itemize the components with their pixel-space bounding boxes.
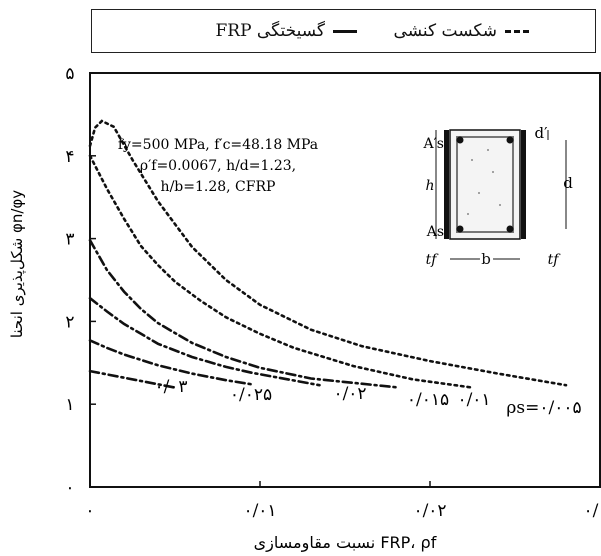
y-tick-label: ۲ — [65, 312, 74, 332]
x-tick-label: ۰ — [85, 501, 94, 521]
params-line-2: ρ′f=0.0067, h/d=1.23, — [140, 158, 296, 174]
series-label-2: ۰/۰۱۵ — [407, 390, 449, 410]
inset-rebar-bottom-left — [456, 225, 464, 233]
x-axis-title: نسبت مقاومسازی FRP، ρf — [254, 533, 437, 553]
y-tick-label: ۱ — [65, 395, 74, 415]
y-tick-label: ۵ — [65, 64, 74, 84]
series-label-4: ۰/۰۲۵ — [230, 385, 272, 405]
inset-label-dprime: d′ — [534, 124, 548, 142]
inset-label-h: h — [425, 178, 434, 194]
legend: گسیختگی FRP شکست کنشی — [91, 9, 596, 53]
series-line-0 — [88, 119, 568, 387]
series-line-3 — [88, 296, 321, 387]
inset-label-top-steel: A′s — [423, 136, 444, 152]
inset-frp-right — [521, 130, 526, 239]
inset-section-outline — [449, 129, 521, 240]
legend-label-tension-failure: شکست کنشی — [393, 21, 497, 41]
inset-stirrup — [456, 136, 514, 233]
series-label-3: ۰/۰۲ — [333, 384, 366, 404]
inset-frp-left — [444, 130, 449, 239]
series-line-4 — [88, 339, 253, 386]
series-line-5 — [88, 369, 177, 389]
y-tick-label: ۴ — [65, 147, 74, 167]
series-line-1 — [88, 154, 474, 389]
y-tick-label: ۳ — [65, 230, 74, 250]
inset-label-tf-right: tf — [548, 252, 562, 268]
section-inset: h A′s As d d′ b tf tf — [423, 124, 574, 271]
params-line-3: h/b=1.28, CFRP — [161, 179, 276, 195]
params-line-1: fy=500 MPa, f′c=48.18 MPa — [118, 137, 318, 153]
series-label-5: ۰/۰۳ — [154, 377, 187, 397]
inset-label-d: d — [563, 174, 573, 192]
series-line-2 — [88, 239, 401, 389]
x-tick-label: ۰/۰۱ — [243, 501, 276, 521]
curves — [88, 119, 568, 389]
curve-labels: ρs=۰/۰۰۵ ۰/۰۱ ۰/۰۱۵ ۰/۰۲ ۰/۰۲۵ ۰/۰۳ — [154, 377, 581, 418]
x-tick-label: ۰/۰۳ — [583, 501, 601, 521]
inset-rebar-top-right — [506, 136, 514, 144]
axes: ۰ ۱ ۲ ۳ ۴ ۵ ۰ ۰/۰۱ ۰/۰۲ ۰/۰۳ — [65, 64, 601, 521]
inset-rebar-top-left — [456, 136, 464, 144]
inset-rebar-bottom-right — [506, 225, 514, 233]
legend-item-tension-failure: شکست کنشی — [394, 21, 529, 41]
series-label-1: ۰/۰۱ — [457, 390, 490, 410]
inset-label-b: b — [481, 250, 491, 268]
plot-frame — [89, 72, 601, 488]
series-label-0: ρs=۰/۰۰۵ — [506, 398, 581, 418]
inset-label-bottom-steel: As — [426, 224, 444, 240]
y-axis-title: شکل‌پذیری انحنا φn/φy — [8, 190, 27, 338]
legend-swatch-dashed — [505, 30, 529, 33]
legend-label-frp-rupture: گسیختگی FRP — [215, 21, 325, 41]
legend-swatch-solid — [333, 30, 357, 33]
x-tick-label: ۰/۰۲ — [413, 501, 446, 521]
y-tick-label: ۰ — [65, 478, 74, 498]
legend-item-frp-rupture: گسیختگی FRP — [215, 21, 357, 41]
inset-label-tf-left: tf — [426, 252, 440, 268]
